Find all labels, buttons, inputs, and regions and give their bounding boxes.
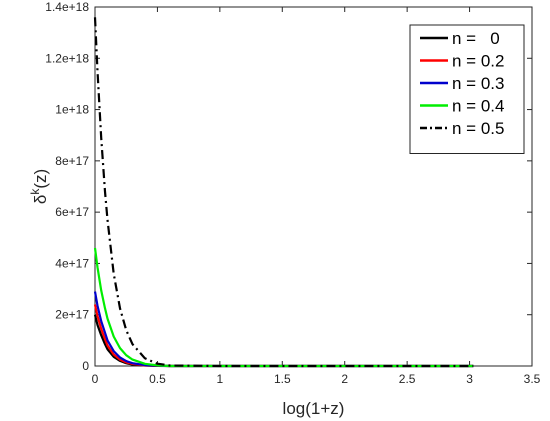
x-tick-label: 0	[92, 372, 99, 386]
x-axis-title: log(1+z)	[283, 399, 345, 418]
y-tick-label: 0	[82, 359, 89, 373]
x-tick-label: 3	[466, 372, 473, 386]
x-tick-label: 2	[341, 372, 348, 386]
x-tick-label: 3.5	[524, 372, 541, 386]
y-axis-title-main: δ	[31, 195, 50, 204]
y-tick-label: 8e+17	[55, 154, 89, 168]
x-tick-label: 1.5	[274, 372, 291, 386]
y-axis-title-superscript: k	[28, 188, 42, 195]
legend-label: n = 0.5	[452, 119, 504, 138]
x-tick-label: 0.5	[149, 372, 166, 386]
x-tick-label: 1	[217, 372, 224, 386]
y-tick-label: 1e+18	[55, 103, 89, 117]
y-tick-label: 4e+17	[55, 256, 89, 270]
y-axis: 0 2e+17 4e+17 6e+17 8e+17 1e+18 1.2e+18 1.4e+18	[45, 0, 532, 373]
y-tick-label: 1.2e+18	[45, 51, 89, 65]
legend-box	[409, 24, 525, 154]
series-line-3	[93, 247, 474, 368]
x-axis: 0 0.5 1 1.5 2 2.5 3 3.5	[92, 7, 541, 386]
series-line-4	[93, 17, 474, 368]
x-tick-label: 2.5	[399, 372, 416, 386]
legend-label: n = 0.3	[452, 74, 504, 93]
y-tick-label: 2e+17	[55, 308, 89, 322]
series-lines	[93, 17, 474, 368]
legend-label: n = 0	[452, 29, 500, 48]
y-tick-label: 6e+17	[55, 205, 89, 219]
y-tick-label: 1.4e+18	[45, 0, 89, 14]
y-axis-title: δk(z)	[28, 169, 50, 204]
legend-label: n = 0.4	[452, 97, 504, 116]
legend-label: n = 0.2	[452, 52, 504, 71]
y-axis-title-tail: (z)	[31, 169, 50, 189]
legend: n = 0 n = 0.2 n = 0.3 n = 0.4 n = 0.5	[409, 24, 525, 154]
